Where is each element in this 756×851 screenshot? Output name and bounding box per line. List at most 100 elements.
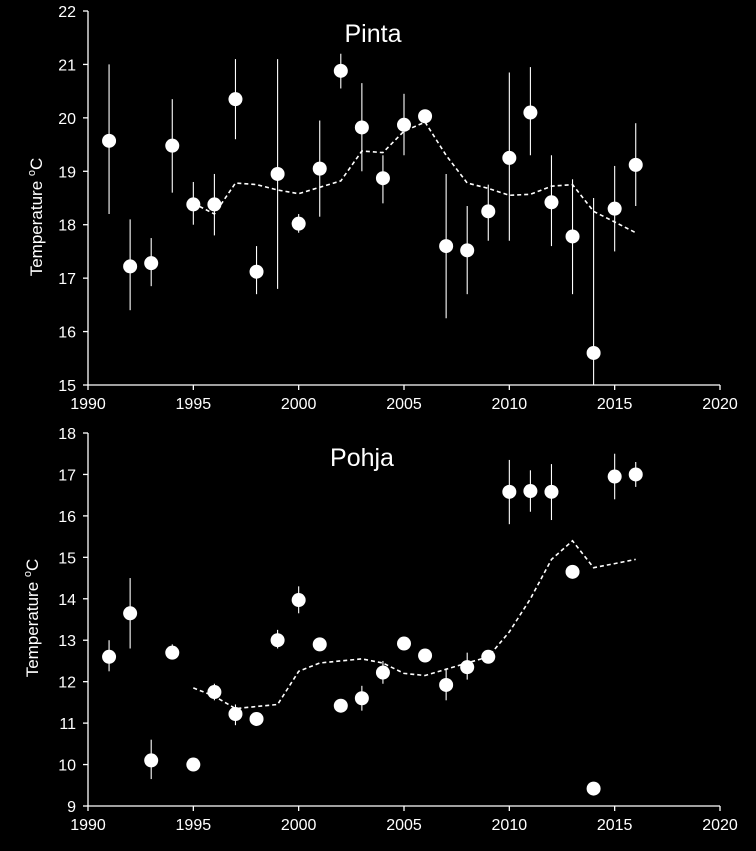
trend-line <box>192 121 637 234</box>
data-point <box>312 637 327 652</box>
data-point <box>418 109 433 124</box>
y-tick-label: 15 <box>58 378 76 395</box>
y-axis-label: Temperature oC <box>22 559 42 678</box>
data-point <box>439 239 454 254</box>
data-point <box>586 781 601 796</box>
data-point <box>291 593 306 608</box>
data-point <box>270 633 285 648</box>
y-tick-label: 22 <box>58 4 76 21</box>
data-point <box>375 665 390 680</box>
data-point <box>333 63 348 78</box>
data-point <box>607 469 622 484</box>
y-tick-label: 19 <box>58 164 76 181</box>
x-tick-label: 2000 <box>281 396 317 413</box>
x-tick-label: 2020 <box>702 817 738 834</box>
data-point <box>207 197 222 212</box>
y-tick-label: 20 <box>58 111 76 128</box>
y-tick-label: 11 <box>59 716 76 733</box>
data-point <box>481 649 496 664</box>
y-tick-label: 17 <box>58 271 76 288</box>
data-point <box>628 467 643 482</box>
data-point <box>628 157 643 172</box>
chart-title: Pohja <box>330 444 394 472</box>
x-tick-label: 2000 <box>281 817 317 834</box>
data-point <box>249 711 264 726</box>
data-point <box>186 197 201 212</box>
x-tick-label: 2020 <box>702 396 738 413</box>
data-point <box>502 484 517 499</box>
y-axis-label-degree: o <box>22 571 34 577</box>
data-point <box>270 166 285 181</box>
data-point <box>375 171 390 186</box>
data-point <box>544 484 559 499</box>
y-tick-label: 17 <box>58 467 76 484</box>
data-point <box>586 345 601 360</box>
x-tick-label: 2010 <box>492 817 528 834</box>
y-tick-label: 18 <box>58 426 76 443</box>
y-tick-label: 16 <box>58 325 76 342</box>
y-axis-label-unit: C <box>27 158 46 170</box>
y-tick-label: 15 <box>58 550 76 567</box>
x-tick-label: 2010 <box>492 396 528 413</box>
y-tick-label: 21 <box>58 57 76 74</box>
data-point <box>354 120 369 135</box>
y-axis-label-unit: C <box>23 559 42 571</box>
data-point <box>165 645 180 660</box>
plot-area: 9 10 11 12 13 14 15 16 17 18 1990 1995 2000 2005 2010 2… <box>58 426 738 834</box>
chart-title: Pinta <box>345 20 402 48</box>
data-point <box>249 264 264 279</box>
data-point <box>102 649 117 664</box>
x-tick-label: 2005 <box>386 817 422 834</box>
data-point <box>312 161 327 176</box>
data-point <box>291 216 306 231</box>
x-tick-label: 2015 <box>597 396 633 413</box>
data-point <box>123 606 138 621</box>
data-point <box>523 484 538 499</box>
data-point <box>481 204 496 219</box>
data-point <box>460 660 475 675</box>
data-point <box>144 256 159 271</box>
x-tick-label: 1990 <box>70 396 106 413</box>
data-point <box>565 564 580 579</box>
y-tick-label: 18 <box>58 218 76 235</box>
x-tick-label: 1995 <box>176 817 212 834</box>
data-point <box>460 243 475 258</box>
data-point <box>165 138 180 153</box>
y-tick-label: 13 <box>58 633 76 650</box>
y-tick-label: 16 <box>58 509 76 526</box>
plot-area: 15 16 17 18 19 20 21 22 1990 1995 2000 2005 2010 2015… <box>58 4 738 413</box>
data-point <box>228 706 243 721</box>
data-point <box>207 685 222 700</box>
y-axis-label-degree: o <box>26 170 38 176</box>
x-tick-label: 2015 <box>597 817 633 834</box>
y-tick-label: 14 <box>58 592 76 609</box>
data-point <box>186 757 201 772</box>
data-point <box>418 648 433 663</box>
data-point <box>354 691 369 706</box>
data-point <box>397 636 411 651</box>
y-tick-label: 10 <box>58 758 76 775</box>
data-point <box>439 677 454 692</box>
data-point <box>333 698 348 713</box>
data-point <box>607 201 622 216</box>
y-axis-label: Temperature oC <box>26 158 46 277</box>
x-tick-label: 1990 <box>70 817 106 834</box>
data-point <box>523 105 538 120</box>
y-tick-label: 12 <box>58 675 76 692</box>
data-point <box>502 150 517 165</box>
x-tick-label: 1995 <box>176 396 212 413</box>
pinta-panel: Pinta Temperature oC 15 16 17 18 19 20 21 22 199… <box>26 4 738 413</box>
data-point <box>544 195 559 210</box>
data-point <box>123 259 138 274</box>
data-point <box>144 753 159 768</box>
data-point <box>228 92 243 107</box>
pohja-panel: Pohja Temperature oC 9 10 11 12 13 14 15 16 17 18… <box>22 426 738 834</box>
x-tick-label: 2005 <box>386 396 422 413</box>
y-tick-label: 9 <box>67 799 76 816</box>
y-axis-label-main: Temperature <box>27 176 46 276</box>
data-point <box>102 133 117 148</box>
data-point <box>565 229 580 244</box>
trend-line <box>193 539 636 710</box>
data-point <box>397 117 411 132</box>
